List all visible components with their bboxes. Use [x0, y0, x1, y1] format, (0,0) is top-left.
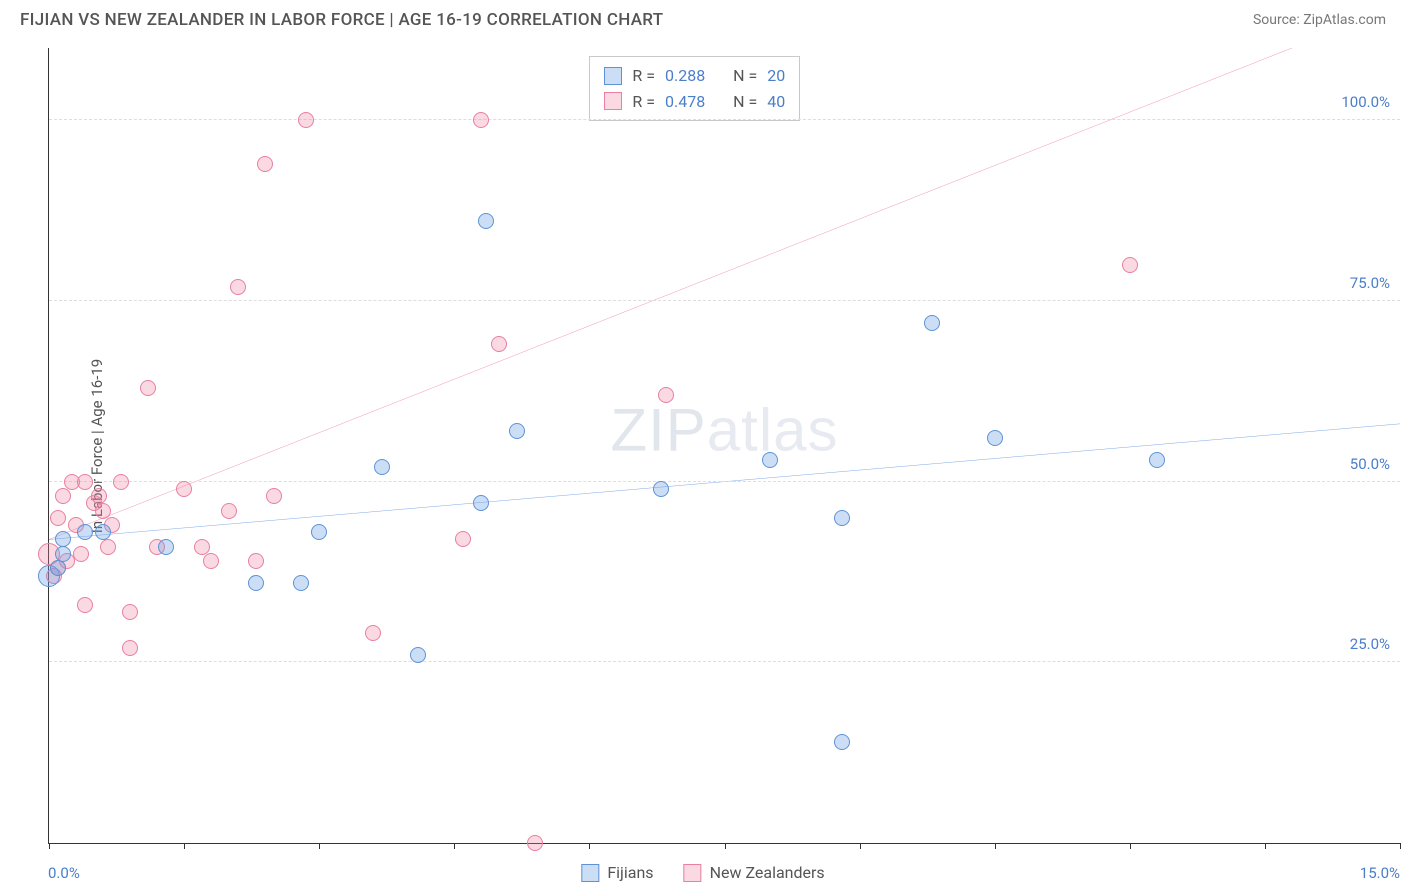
- new-zealander-marker: [248, 553, 264, 569]
- gridline: [49, 119, 1400, 120]
- legend-item: Fijians: [581, 863, 653, 882]
- y-tick-label: 25.0%: [1350, 635, 1390, 653]
- fijian-marker: [311, 524, 327, 540]
- fijian-marker: [55, 546, 71, 562]
- fijian-marker: [77, 524, 93, 540]
- new-zealander-marker: [122, 640, 138, 656]
- new-zealander-marker: [95, 503, 111, 519]
- fijian-marker: [293, 575, 309, 591]
- x-tick: [454, 843, 455, 849]
- y-tick-label: 75.0%: [1350, 274, 1390, 292]
- legend-swatch: [684, 864, 702, 882]
- stats-row: R = 0.288 N = 20: [604, 63, 785, 89]
- stat-r-label: R =: [632, 63, 655, 89]
- source-label: Source: ZipAtlas.com: [1253, 12, 1386, 28]
- new-zealander-marker: [473, 112, 489, 128]
- legend-label: Fijians: [607, 863, 653, 882]
- fijian-marker: [762, 452, 778, 468]
- legend-swatch: [581, 864, 599, 882]
- x-tick: [860, 843, 861, 849]
- fijian-marker: [374, 459, 390, 475]
- new-zealander-marker: [100, 539, 116, 555]
- new-zealander-marker: [491, 336, 507, 352]
- new-zealander-marker: [203, 553, 219, 569]
- y-tick-label: 100.0%: [1341, 93, 1390, 111]
- stat-n-label: N =: [733, 89, 757, 115]
- new-zealander-marker: [140, 380, 156, 396]
- new-zealander-marker: [221, 503, 237, 519]
- chart-title: FIJIAN VS NEW ZEALANDER IN LABOR FORCE |…: [20, 10, 663, 30]
- fijian-marker: [987, 430, 1003, 446]
- x-tick: [49, 843, 50, 849]
- stat-n-value: 40: [767, 89, 785, 115]
- x-tick: [589, 843, 590, 849]
- new-zealander-marker: [365, 625, 381, 641]
- new-zealander-marker: [1122, 257, 1138, 273]
- new-zealander-marker: [257, 156, 273, 172]
- fijian-marker: [509, 423, 525, 439]
- fijian-marker: [478, 213, 494, 229]
- new-zealander-marker: [176, 481, 192, 497]
- fijian-marker: [834, 510, 850, 526]
- legend-item: New Zealanders: [684, 863, 825, 882]
- new-zealander-marker: [266, 488, 282, 504]
- new-zealander-marker: [455, 531, 471, 547]
- fijian-marker: [55, 531, 71, 547]
- gridline: [49, 300, 1400, 301]
- fijian-marker: [834, 734, 850, 750]
- x-tick: [995, 843, 996, 849]
- trend-lines: [49, 48, 1400, 843]
- new-zealander-marker: [77, 597, 93, 613]
- new-zealander-marker: [658, 387, 674, 403]
- correlation-stats-box: R = 0.288 N = 20 R = 0.478 N = 40: [589, 56, 800, 121]
- fijian-marker: [473, 495, 489, 511]
- stat-r-label: R =: [632, 89, 655, 115]
- fijian-marker: [1149, 452, 1165, 468]
- legend-swatch: [604, 92, 622, 110]
- x-min-label: 0.0%: [48, 864, 80, 882]
- new-zealander-marker: [527, 835, 543, 851]
- fijian-marker: [158, 539, 174, 555]
- new-zealander-marker: [50, 510, 66, 526]
- fijian-marker: [924, 315, 940, 331]
- fijian-marker: [248, 575, 264, 591]
- stats-row: R = 0.478 N = 40: [604, 89, 785, 115]
- legend: Fijians New Zealanders: [581, 863, 824, 882]
- x-tick: [725, 843, 726, 849]
- fijian-marker: [653, 481, 669, 497]
- gridline: [49, 661, 1400, 662]
- stat-n-value: 20: [767, 63, 785, 89]
- new-zealander-marker: [230, 279, 246, 295]
- legend-label: New Zealanders: [710, 863, 825, 882]
- x-tick: [319, 843, 320, 849]
- y-tick-label: 50.0%: [1350, 455, 1390, 473]
- stat-r-value: 0.288: [665, 63, 705, 89]
- legend-swatch: [604, 67, 622, 85]
- new-zealander-marker: [77, 474, 93, 490]
- gridline: [49, 481, 1400, 482]
- scatter-plot-area: ZIPatlas R =0.288 N =20R =0.478 N =40 25…: [48, 48, 1400, 844]
- stat-r-value: 0.478: [665, 89, 705, 115]
- x-tick: [184, 843, 185, 849]
- new-zealander-marker: [55, 488, 71, 504]
- stat-n-label: N =: [733, 63, 757, 89]
- new-zealander-marker: [298, 112, 314, 128]
- x-tick: [1130, 843, 1131, 849]
- new-zealander-marker: [122, 604, 138, 620]
- fijian-marker: [410, 647, 426, 663]
- x-max-label: 15.0%: [1360, 864, 1400, 882]
- new-zealander-marker: [113, 474, 129, 490]
- new-zealander-marker: [194, 539, 210, 555]
- fijian-marker: [95, 524, 111, 540]
- x-tick: [1265, 843, 1266, 849]
- x-tick: [1400, 843, 1401, 849]
- new-zealander-marker: [73, 546, 89, 562]
- fijian-marker: [50, 560, 66, 576]
